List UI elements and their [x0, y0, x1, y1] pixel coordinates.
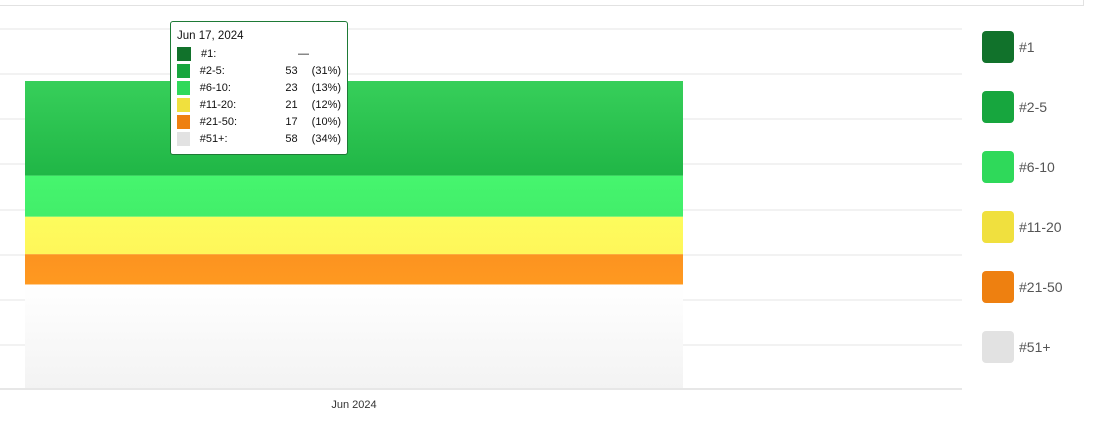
area-51[interactable]	[25, 284, 683, 388]
area-2-5[interactable]	[25, 81, 683, 176]
tooltip-percent: (12%)	[311, 98, 342, 111]
legend: #1 #2-5 #6-10 #11-20 #21-50 #51+	[982, 0, 1092, 443]
tooltip-percent: (13%)	[311, 81, 342, 94]
legend-item[interactable]: #1	[982, 31, 1035, 63]
tooltip-row: #11-20: 21 (12%)	[177, 96, 341, 113]
tooltip-value: 17	[285, 115, 298, 128]
tooltip-label: #2-5:	[199, 64, 225, 77]
legend-item[interactable]: #51+	[982, 331, 1051, 363]
legend-swatch	[982, 151, 1014, 183]
tooltip-percent: (31%)	[311, 64, 342, 77]
legend-swatch	[982, 271, 1014, 303]
legend-swatch	[982, 211, 1014, 243]
legend-label: #51+	[1019, 339, 1051, 355]
legend-label: #21-50	[1019, 279, 1063, 295]
tooltip-rows: #1: — #2-5: 53 (31%) #6-10: 23 (13%) #11-20: 21 (1…	[177, 45, 341, 147]
legend-label: #11-20	[1019, 219, 1062, 235]
tooltip-value: 53	[285, 64, 298, 77]
legend-label: #6-10	[1019, 159, 1055, 175]
tooltip-row: #51+: 58 (34%)	[177, 130, 341, 147]
hover-tooltip: Jun 17, 2024 #1: — #2-5: 53 (31%) #6-10: 23 (13…	[170, 21, 348, 155]
legend-swatch	[982, 91, 1014, 123]
legend-swatch	[982, 331, 1014, 363]
tooltip-label: #11-20:	[199, 98, 237, 111]
tooltip-label: #21-50:	[199, 115, 238, 128]
tooltip-label: #6-10:	[199, 81, 231, 94]
tooltip-label: #51+:	[199, 132, 228, 145]
tooltip-swatch	[177, 97, 190, 112]
area-11-20[interactable]	[25, 216, 683, 255]
area-21-50[interactable]	[25, 254, 683, 285]
tooltip-row: #1: —	[177, 45, 341, 62]
tooltip-swatch	[177, 114, 190, 129]
tooltip-row: #2-5: 53 (31%)	[177, 62, 341, 79]
legend-item[interactable]: #11-20	[982, 211, 1062, 243]
legend-item[interactable]: #21-50	[982, 271, 1063, 303]
stacked-area-chart[interactable]: Jun 2024	[0, 0, 975, 443]
tooltip-swatch	[177, 80, 190, 95]
tooltip-row: #6-10: 23 (13%)	[177, 79, 341, 96]
tooltip-value: 23	[285, 81, 298, 94]
tooltip-row: #21-50: 17 (10%)	[177, 113, 341, 130]
legend-item[interactable]: #6-10	[982, 151, 1055, 183]
legend-label: #1	[1019, 39, 1035, 55]
tooltip-value: 58	[285, 132, 298, 145]
tooltip-percent: (34%)	[311, 132, 342, 145]
tooltip-value: —	[298, 47, 309, 60]
legend-label: #2-5	[1019, 99, 1048, 115]
x-axis: Jun 2024	[331, 399, 376, 411]
tooltip-swatch	[177, 46, 191, 61]
tooltip-swatch	[177, 63, 190, 78]
tooltip-value: 21	[285, 98, 298, 111]
top-border	[0, 0, 1084, 6]
tooltip-date: Jun 17, 2024	[177, 30, 244, 42]
tooltip-label: #1:	[201, 47, 217, 60]
tooltip-swatch	[177, 131, 190, 146]
area-layers	[25, 81, 683, 388]
x-tick-label: Jun 2024	[331, 399, 376, 411]
tooltip-percent: (10%)	[311, 115, 342, 128]
legend-item[interactable]: #2-5	[982, 91, 1047, 123]
area-6-10[interactable]	[25, 175, 683, 217]
legend-swatch	[982, 31, 1014, 63]
